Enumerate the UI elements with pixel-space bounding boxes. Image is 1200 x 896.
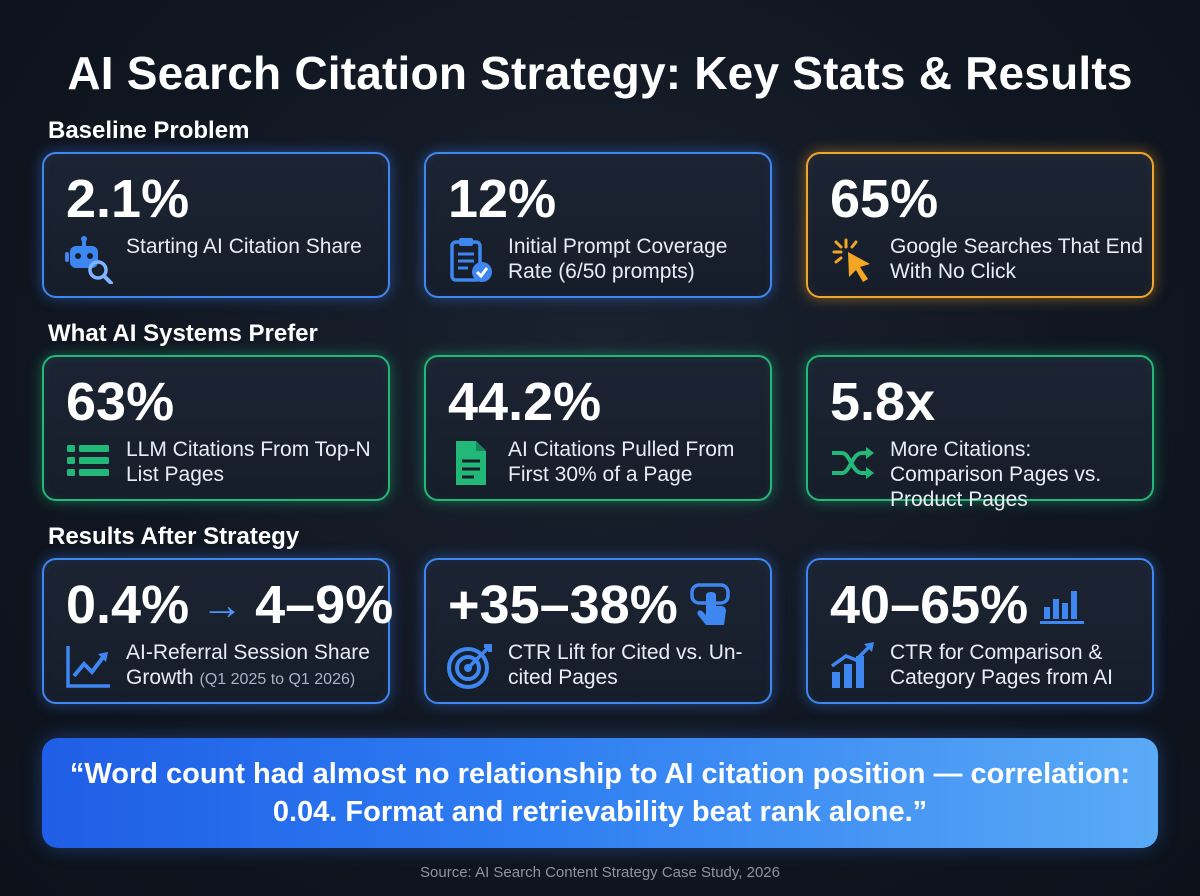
stat-card-prompt-coverage: 12% Initial Prompt Coverage Rate (6/50 p… — [424, 152, 772, 298]
stat-value: 44.2% — [448, 372, 602, 432]
stat-value: 40–65% — [830, 574, 1086, 636]
shuffle-icon — [828, 439, 878, 487]
stat-value: +35–38% — [448, 574, 734, 636]
stat-label: Google Searches That End With No Click — [890, 235, 1143, 283]
section-title-results: Results After Strategy — [48, 523, 300, 550]
trend-up-icon — [64, 642, 114, 690]
stat-card-ctr-lift: +35–38% CTR Lift for Cited vs. Un-cited … — [424, 558, 772, 704]
stat-from: 0.4% — [66, 575, 190, 635]
stat-card-referral-growth: 0.4% → 4–9% AI-Referral Session Share Gr… — [42, 558, 393, 704]
stat-card-first-30: 44.2% AI Citations Pulled From First 30%… — [424, 355, 772, 501]
robot-search-icon — [64, 236, 114, 284]
stat-label-period: (Q1 2025 to Q1 2026) — [199, 671, 356, 688]
tap-click-icon — [689, 581, 734, 629]
stat-label: CTR Lift for Cited vs. Un-cited Pages — [508, 641, 743, 689]
stat-label: Starting AI Citation Share — [126, 235, 362, 258]
bar-growth-icon — [828, 642, 878, 690]
stat-value: 65% — [830, 169, 939, 229]
stat-value: 0.4% → 4–9% — [66, 574, 393, 636]
stat-label: More Citations: Comparison Pages vs. Pro… — [890, 438, 1102, 511]
quote-banner: “Word count had almost no relationship t… — [42, 738, 1158, 848]
stat-label: Initial Prompt Coverage Rate (6/50 promp… — [508, 235, 728, 283]
stat-label: AI-Referral Session Share Growth (Q1 202… — [126, 640, 386, 692]
source-note: Source: AI Search Content Strategy Case … — [420, 864, 780, 881]
cursor-click-icon — [828, 236, 878, 284]
document-icon — [446, 439, 496, 487]
stat-label-main: AI-Referral Session Share Growth — [126, 641, 370, 689]
clipboard-check-icon — [446, 236, 496, 284]
stat-card-comparison: 5.8x More Citations: Comparison Pages vs… — [806, 355, 1154, 511]
stat-value: 63% — [66, 372, 175, 432]
stat-label: AI Citations Pulled From First 30% of a … — [508, 438, 735, 486]
stat-card-no-click: 65% Google Searches That End With No Cli… — [806, 152, 1154, 298]
target-icon — [446, 642, 496, 690]
quote-text: “Word count had almost no relationship t… — [69, 758, 1131, 828]
stat-card-citation-share: 2.1% Starting AI Citation Share — [42, 152, 390, 298]
list-icon — [64, 439, 114, 487]
section-title-baseline: Baseline Problem — [48, 117, 250, 144]
stat-label: LLM Citations From Top-N List Pages — [126, 438, 371, 486]
stat-value: 2.1% — [66, 169, 190, 229]
stat-label: CTR for Comparison & Category Pages from… — [890, 641, 1113, 689]
arrow-right-icon: → — [201, 581, 244, 628]
page-title: AI Search Citation Strategy: Key Stats &… — [67, 47, 1133, 99]
stat-value: 5.8x — [830, 372, 936, 432]
stat-card-list-pages: 63% LLM Citations From Top-N List Pages — [42, 355, 390, 501]
stat-to: 4–9% — [255, 575, 394, 635]
stat-number: +35–38% — [448, 575, 678, 635]
stat-card-comparison-ctr: 40–65% CTR for Comparison & Categor — [806, 558, 1154, 704]
stat-value: 12% — [448, 169, 557, 229]
stat-number: 40–65% — [830, 575, 1029, 635]
bar-chart-icon — [1040, 585, 1086, 625]
section-title-preferences: What AI Systems Prefer — [48, 320, 318, 347]
